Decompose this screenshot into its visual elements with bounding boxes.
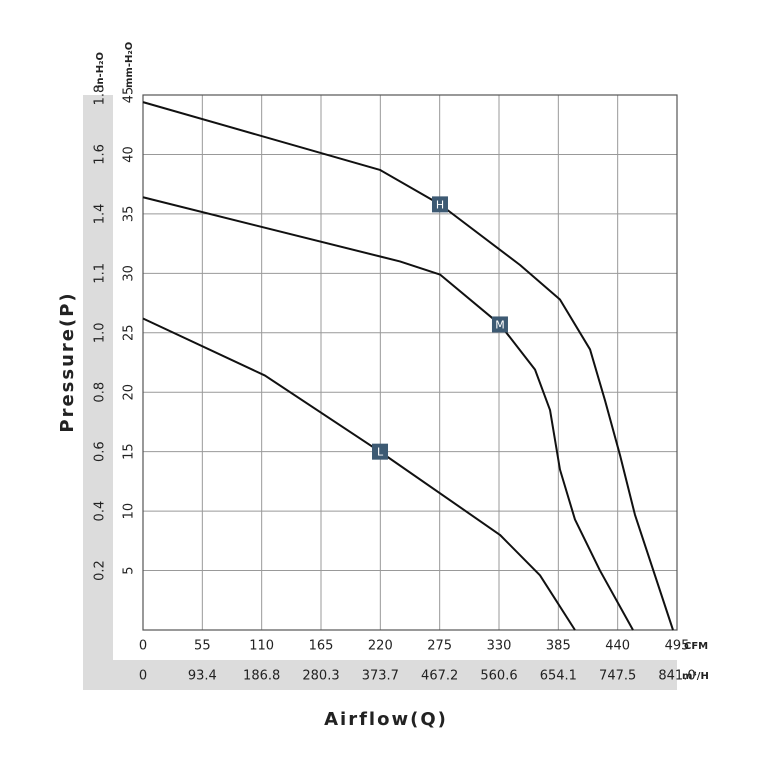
x2-tick-label: 747.5 — [599, 669, 636, 684]
curve-label: H — [436, 198, 444, 211]
y-tick-label: 15 — [122, 443, 137, 460]
x2-unit: m³/H — [682, 671, 709, 682]
y-tick-label: 10 — [122, 503, 137, 520]
y-tick-label: 25 — [122, 325, 137, 342]
x-tick-label: 55 — [194, 639, 211, 654]
x2-tick-label: 280.3 — [302, 669, 339, 684]
x-unit: CFM — [684, 641, 708, 652]
y2-tick-label: 1.8 — [93, 85, 108, 106]
x-tick-label: 0 — [139, 639, 147, 654]
y2-tick-label: 1.0 — [93, 322, 108, 343]
curve-label: M — [495, 318, 505, 331]
y-tick-label: 40 — [122, 146, 137, 163]
x2-tick-label: 841.0 — [658, 669, 695, 684]
y-axis-title: Pressure(P) — [57, 291, 78, 432]
y-tick-label: 20 — [122, 384, 137, 401]
curve-marker — [431, 196, 448, 213]
curve — [142, 101, 674, 631]
y-tick-label: 35 — [122, 206, 137, 223]
x-axis-title: Airflow(Q) — [324, 709, 448, 730]
x-tick-label: 385 — [546, 639, 571, 654]
y2-tick-label: 0.6 — [93, 441, 108, 462]
x2-tick-label: 467.2 — [421, 669, 458, 684]
y-tick-label: 5 — [122, 566, 137, 574]
y-unit: mm-H₂O — [124, 42, 135, 88]
curve-label: L — [377, 446, 384, 459]
x-tick-label: 220 — [368, 639, 393, 654]
x2-tick-label: 654.1 — [540, 669, 577, 684]
y2-unit: in-H₂O — [95, 52, 106, 88]
x2-tick-label: 186.8 — [243, 669, 280, 684]
y-tick-label: 30 — [122, 265, 137, 282]
in-axis-band — [83, 95, 113, 690]
y2-tick-label: 1.1 — [93, 263, 108, 284]
x-tick-label: 275 — [427, 639, 452, 654]
m3h-axis-band — [83, 660, 677, 690]
x-tick-label: 330 — [487, 639, 512, 654]
x-tick-label: 110 — [249, 639, 274, 654]
plot-frame — [142, 94, 678, 631]
y2-tick-label: 0.2 — [93, 560, 108, 581]
y-tick-label: 45 — [122, 87, 137, 104]
y2-tick-label: 0.4 — [93, 501, 108, 522]
x-tick-label: 165 — [309, 639, 334, 654]
curve-marker — [491, 316, 508, 333]
y2-tick-label: 1.4 — [93, 204, 108, 225]
x-tick-label: 495 — [665, 639, 690, 654]
curve — [142, 317, 576, 631]
x2-tick-label: 560.6 — [480, 669, 517, 684]
x2-tick-label: 0 — [139, 669, 147, 684]
curve — [142, 196, 634, 631]
y2-tick-label: 1.6 — [93, 144, 108, 165]
x2-tick-label: 93.4 — [188, 669, 217, 684]
x2-tick-label: 373.7 — [362, 669, 399, 684]
x-tick-label: 440 — [605, 639, 630, 654]
y2-tick-label: 0.8 — [93, 382, 108, 403]
curve-marker — [372, 443, 389, 460]
